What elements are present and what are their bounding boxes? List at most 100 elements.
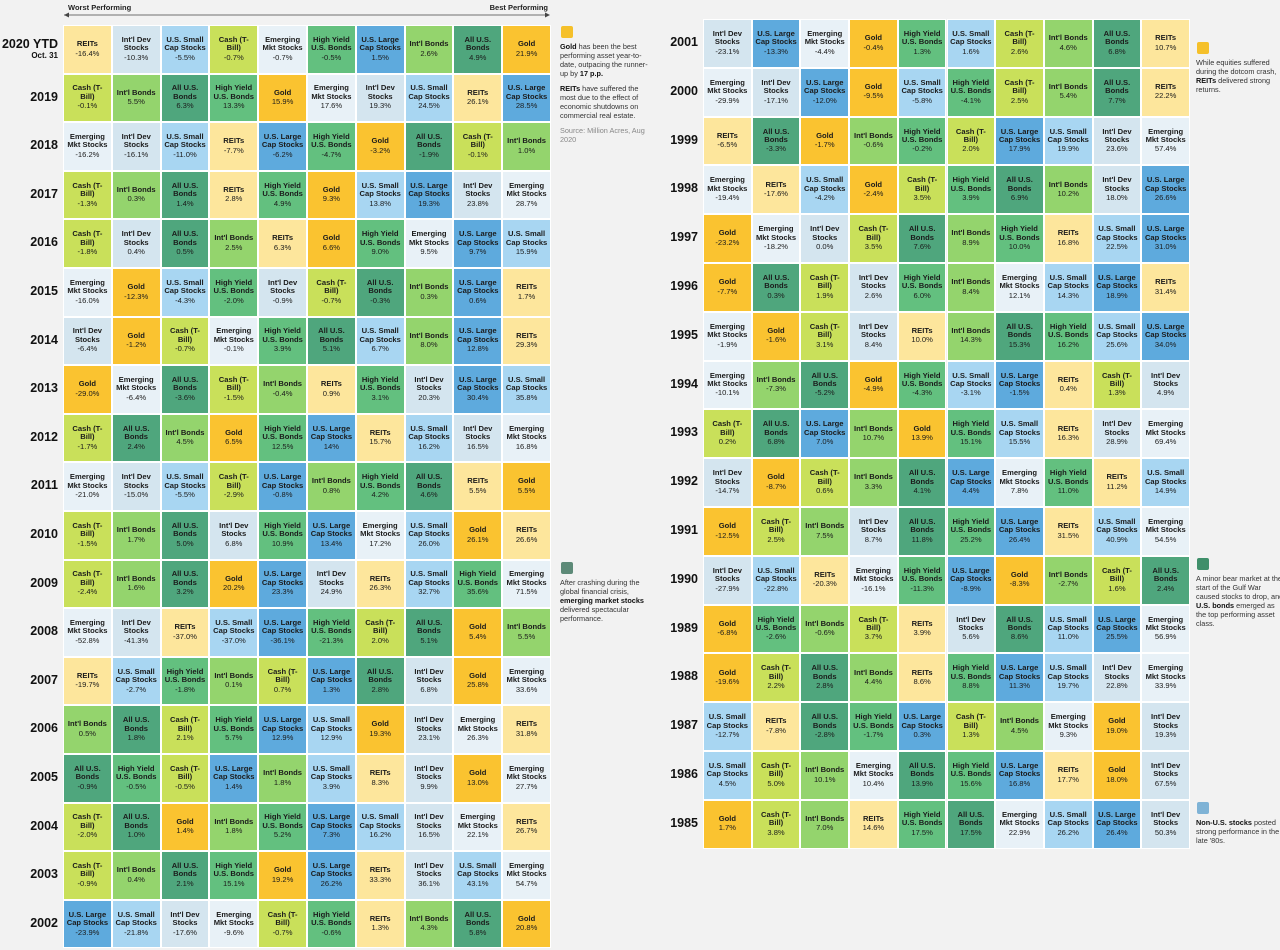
return-cell: All U.S. Bonds 6.9% <box>995 165 1044 215</box>
return-value: 2.5% <box>1010 95 1029 105</box>
asset-name: REITs <box>516 282 538 292</box>
asset-name: Cash (T-Bill) <box>72 229 103 247</box>
asset-name: Gold <box>864 33 883 43</box>
return-cell: Cash (T-Bill) -0.5% <box>160 754 210 803</box>
asset-name: Int'l Dev Stocks <box>121 618 151 636</box>
return-value: 10.0% <box>911 335 933 345</box>
return-cell: Int'l Bonds 8.9% <box>946 214 996 263</box>
return-cell: Gold 9.3% <box>307 170 356 220</box>
return-value: -0.8% <box>272 490 293 500</box>
asset-name: Cash (T-Bill) <box>462 132 493 150</box>
asset-name: U.S. Small Cap Stocks <box>804 175 846 193</box>
return-value: 3.9% <box>322 781 341 791</box>
return-value: 5.1% <box>420 635 438 645</box>
return-value: 14.3% <box>960 335 982 345</box>
return-value: 19.9% <box>1057 144 1079 154</box>
return-cell: Cash (T-Bill) -0.7% <box>307 268 356 317</box>
return-cell: Gold 13.9% <box>897 409 947 459</box>
return-cell: Int'l Bonds 1.8% <box>258 754 307 803</box>
asset-name: Int'l Bonds <box>1000 716 1039 726</box>
return-cell: High Yield U.S. Bonds 6.0% <box>897 263 947 312</box>
return-cell: Int'l Dev Stocks 5.6% <box>946 604 996 654</box>
annotation-paragraph: Non-U.S. stocks posted strong performanc… <box>1196 818 1280 845</box>
return-value: 0.3% <box>913 729 931 739</box>
return-value: 23.1% <box>418 733 440 743</box>
return-cell: REITs 8.3% <box>355 754 405 803</box>
return-cell: U.S. Small Cap Stocks 3.9% <box>307 754 356 803</box>
year-label: 2011 <box>30 478 58 493</box>
asset-name: Cash (T-Bill) <box>1004 77 1035 96</box>
return-cell: Int'l Dev Stocks -27.9% <box>703 555 752 605</box>
return-cell: Cash (T-Bill) -1.5% <box>63 511 112 560</box>
return-cell: Int'l Bonds 0.1% <box>209 656 259 706</box>
asset-name: Int'l Dev Stocks <box>858 321 889 340</box>
return-cell: U.S. Small Cap Stocks -12.7% <box>703 702 752 751</box>
return-value: -0.5% <box>126 781 147 791</box>
return-value: -21.8% <box>124 927 149 937</box>
return-value: 0.7% <box>273 684 292 694</box>
return-value: 0.5% <box>176 247 194 257</box>
asset-name: U.S. Large Cap Stocks <box>998 760 1041 779</box>
return-cell: Gold 19.2% <box>258 851 307 900</box>
return-cell: U.S. Large Cap Stocks 4.4% <box>946 458 996 507</box>
return-cell: Emerging Mkt Stocks -18.2% <box>751 214 801 263</box>
return-cell: High Yield U.S. Bonds 9.0% <box>355 219 405 268</box>
asset-name: U.S. Small Cap Stocks <box>950 28 992 47</box>
return-cell: U.S. Large Cap Stocks 16.8% <box>995 751 1044 800</box>
annotation-text: emerged as the top performing asset clas… <box>1196 601 1275 628</box>
return-value: -8.9% <box>960 583 981 593</box>
asset-name: U.S. Small Cap Stocks <box>1144 468 1187 486</box>
asset-name: U.S. Large Cap Stocks <box>457 277 499 296</box>
return-value: -0.1% <box>77 101 98 111</box>
return-value: -10.1% <box>715 388 740 398</box>
return-value: 12.8% <box>467 344 489 354</box>
return-cell: Int'l Dev Stocks 19.3% <box>355 73 405 123</box>
year-label: 2020 YTD <box>1 37 58 51</box>
year-label: 1996 <box>670 279 698 293</box>
return-value: 2.5% <box>767 534 785 544</box>
return-value: 33.6% <box>515 684 538 694</box>
asset-name: U.S. Small Cap Stocks <box>1096 516 1138 535</box>
year-label: 2008 <box>30 624 58 639</box>
year-label: 1991 <box>670 523 698 537</box>
asset-name: U.S. Small Cap Stocks <box>1047 663 1089 681</box>
return-cell: Int'l Dev Stocks 2.6% <box>849 263 898 312</box>
return-cell: Cash (T-Bill) 0.6% <box>800 458 850 507</box>
return-value: 1.9% <box>816 290 834 300</box>
asset-name: Cash (T-Bill) <box>316 277 347 296</box>
return-cell: REITs 16.8% <box>1043 214 1093 263</box>
return-cell: All U.S. Bonds 5.0% <box>160 511 210 560</box>
return-cell: Int'l Bonds 4.4% <box>849 653 898 703</box>
return-cell: Gold -12.5% <box>703 507 752 556</box>
asset-name: High Yield U.S. Bonds <box>262 180 303 199</box>
return-value: -4.4% <box>814 46 835 56</box>
return-cell: High Yield U.S. Bonds -2.6% <box>751 604 801 654</box>
return-value: 26.6% <box>1154 193 1177 203</box>
return-cell: REITs -7.7% <box>209 122 259 171</box>
asset-name: Int'l Bonds <box>165 427 205 437</box>
return-cell: U.S. Small Cap Stocks -4.2% <box>800 165 850 215</box>
return-value: 22.2% <box>1154 91 1177 101</box>
return-value: 24.9% <box>320 587 343 597</box>
best-label: Best Performing <box>489 3 548 12</box>
return-value: -5.2% <box>814 388 835 398</box>
return-cell: Gold 26.1% <box>453 511 503 560</box>
return-cell: U.S. Small Cap Stocks 26.0% <box>404 511 454 560</box>
return-value: 0.3% <box>767 290 785 300</box>
year-label: 2010 <box>30 527 58 541</box>
return-value: 10.0% <box>1008 241 1031 251</box>
return-value: -19.6% <box>715 676 740 686</box>
return-value: 6.7% <box>371 344 389 354</box>
asset-name: Int'l Dev Stocks <box>72 326 103 344</box>
return-cell: All U.S. Bonds -3.6% <box>160 365 210 414</box>
year-label: 1986 <box>670 767 698 781</box>
asset-name: Cash (T-Bill) <box>218 472 249 490</box>
asset-name: Int'l Bonds <box>214 816 254 826</box>
asset-name: All U.S. Bonds <box>171 83 199 101</box>
asset-name: Gold <box>127 282 145 292</box>
return-cell: Cash (T-Bill) 0.2% <box>703 409 752 459</box>
asset-name: Cash (T-Bill) <box>858 224 889 242</box>
annotation-paragraph: Gold has been the best performing asset … <box>560 42 648 78</box>
return-value: -4.3% <box>912 388 933 398</box>
return-value: 17.5% <box>960 827 982 837</box>
